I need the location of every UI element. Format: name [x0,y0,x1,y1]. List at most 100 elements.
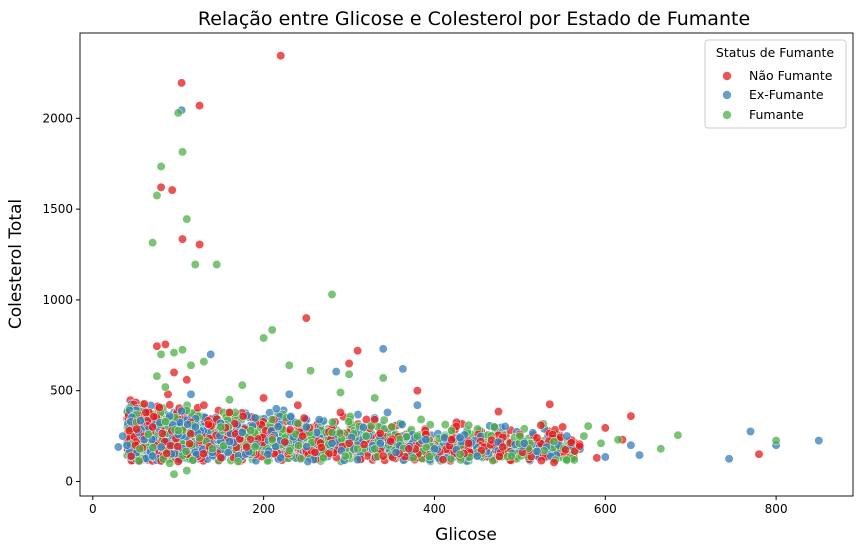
scatter-point [301,422,311,432]
scatter-point [284,389,294,399]
cluster-point [536,456,546,466]
scatter-point [600,423,610,433]
cluster-point [271,404,281,414]
cluster-point [280,437,290,447]
cluster-point [397,420,407,429]
scatter-point [118,431,128,441]
scatter-point [301,313,311,323]
scatter-point [387,422,397,432]
scatter-point [156,162,166,171]
scatter-point [746,427,755,436]
scatter-point [344,359,354,368]
cluster-point [386,436,396,446]
scatter-point [447,435,457,445]
scatter-point [412,431,422,441]
scatter-point [225,395,234,405]
scatter-point [195,433,205,443]
cluster-point [379,415,389,425]
scatter-point [600,452,610,462]
cluster-point [134,456,144,466]
scatter-point [267,325,277,335]
cluster-point [203,419,213,429]
cluster-point [298,431,308,441]
scatter-point [310,447,320,457]
y-tick-label: 2000 [42,111,73,125]
scatter-point [160,417,170,427]
scatter-point [378,373,388,383]
scatter-point [156,182,166,192]
cluster-point [188,455,198,465]
cluster-point [286,412,296,421]
scatter-point [148,422,158,432]
cluster-point [446,454,456,464]
scatter-point [314,415,324,425]
cluster-point [132,424,142,434]
scatter-point [391,447,401,457]
scatter-point [173,457,183,466]
scatter-point [186,360,196,370]
scatter-point [190,422,200,432]
y-axis-label: Colesterol Total [6,199,26,329]
cluster-point [165,400,175,410]
x-tick-label: 0 [89,502,97,516]
cluster-point [273,422,283,432]
x-tick-label: 200 [252,502,275,516]
scatter-point [455,449,465,459]
scatter-point [152,191,162,200]
scatter-point [190,260,200,269]
scatter-point [344,438,354,448]
scatter-point [626,411,636,421]
scatter-point [515,431,525,441]
scatter-point [169,368,179,377]
scatter-point [464,420,474,430]
scatter-point [532,447,542,456]
scatter-point [169,469,179,479]
scatter-point [327,428,337,437]
cluster-point [425,420,435,430]
legend-box [704,39,847,129]
scatter-point [430,444,439,454]
cluster-point [375,439,385,448]
legend-marker-nao-fumante [722,71,732,81]
scatter-point [814,436,824,446]
cluster-point [154,403,164,412]
scatter-point [472,451,482,461]
cluster-point [316,443,326,452]
scatter-point [613,435,623,445]
scatter-point [583,421,593,431]
scatter-point [160,382,170,392]
scatter-point [635,450,644,460]
scatter-point [370,415,380,425]
cluster-point [302,442,312,452]
scatter-point [293,400,303,410]
cluster-point [223,448,233,457]
points-layer [113,51,824,479]
scatter-point [656,444,666,454]
scatter-point [344,369,354,379]
cluster-point [139,399,149,409]
scatter-point [182,466,192,476]
scatter-point [754,449,764,459]
scatter-point [126,451,136,461]
scatter-point [173,108,183,118]
scatter-point [284,360,294,370]
scatter-point [182,375,192,385]
scatter-point [545,399,555,409]
scatter-point [519,438,529,448]
scatter-point [327,438,337,448]
scatter-point [361,431,371,441]
cluster-point [162,448,172,458]
cluster-point [186,429,196,439]
scatter-point [225,408,234,417]
scatter-point [489,422,499,432]
scatter-point [626,440,636,450]
scatter-point [177,78,187,88]
scatter-point [596,438,606,448]
scatter-point [182,214,192,224]
scatter-point [558,422,568,432]
scatter-point [370,393,380,403]
scatter-point [113,442,123,452]
cluster-point [500,422,510,431]
scatter-point [353,455,363,465]
scatter-point [383,408,392,417]
